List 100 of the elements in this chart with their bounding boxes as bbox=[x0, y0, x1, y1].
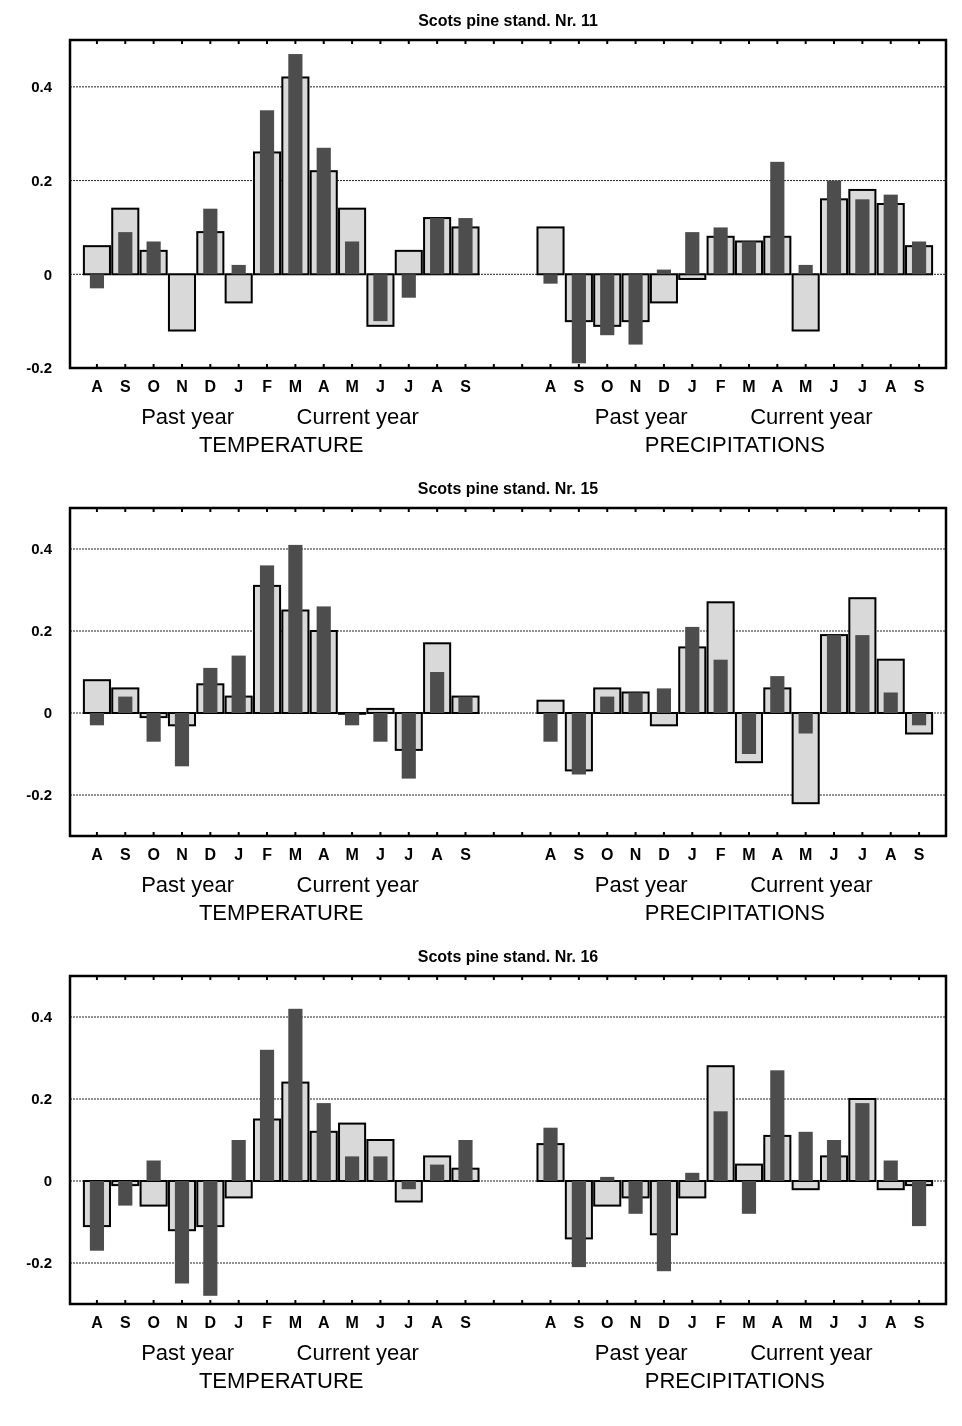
text: Past year bbox=[141, 1340, 235, 1365]
x-tick-label: S bbox=[460, 846, 472, 863]
text: Past year bbox=[141, 872, 235, 897]
x-tick-label: A bbox=[771, 378, 784, 395]
x-tick-label: J bbox=[404, 1314, 414, 1331]
y-tick-label: 0.4 bbox=[31, 1008, 53, 1026]
x-tick-label: J bbox=[857, 846, 867, 863]
x-tick-label: S bbox=[573, 1314, 585, 1331]
y-tick-label: 0.4 bbox=[31, 540, 53, 558]
y-tick-label: -0.2 bbox=[26, 359, 52, 377]
x-tick-label: O bbox=[601, 1314, 614, 1331]
x-tick-label: F bbox=[715, 1314, 726, 1331]
x-tick-label: M bbox=[799, 378, 813, 395]
x-tick-label: M bbox=[742, 378, 756, 395]
text: Current year bbox=[750, 404, 873, 429]
x-tick-label: A bbox=[431, 1314, 444, 1331]
x-tick-label: N bbox=[629, 846, 642, 863]
x-tick-label: J bbox=[234, 378, 244, 395]
x-tick-label: J bbox=[857, 1314, 867, 1331]
x-tick-label: A bbox=[544, 1314, 557, 1331]
x-tick-label: M bbox=[742, 1314, 756, 1331]
x-tick-label: A bbox=[431, 846, 444, 863]
x-tick-label: A bbox=[884, 1314, 897, 1331]
x-tick-label: N bbox=[629, 1314, 642, 1331]
x-tick-label: N bbox=[629, 378, 642, 395]
text: Past year bbox=[141, 404, 235, 429]
x-tick-label: D bbox=[658, 1314, 670, 1331]
text: Current year bbox=[296, 404, 419, 429]
x-tick-label: J bbox=[404, 846, 414, 863]
x-tick-label: J bbox=[829, 378, 839, 395]
x-tick-label: M bbox=[345, 378, 359, 395]
x-tick-label: S bbox=[119, 1314, 131, 1331]
x-tick-label: M bbox=[288, 378, 303, 395]
text: Past year bbox=[594, 1340, 688, 1365]
x-tick-label: A bbox=[771, 1314, 784, 1331]
text: Current year bbox=[296, 1340, 419, 1365]
x-tick-label: D bbox=[658, 378, 670, 395]
x-tick-label: S bbox=[913, 846, 925, 863]
x-tick-label: J bbox=[829, 846, 839, 863]
x-tick-label: F bbox=[715, 846, 726, 863]
x-tick-label: N bbox=[176, 846, 188, 863]
x-tick-label: M bbox=[799, 846, 813, 863]
x-tick-label: D bbox=[204, 846, 217, 863]
y-tick-label: 0.2 bbox=[31, 171, 52, 189]
x-tick-label: N bbox=[176, 378, 188, 395]
x-tick-label: S bbox=[913, 1314, 925, 1331]
x-tick-label: D bbox=[204, 1314, 217, 1331]
x-tick-label: A bbox=[884, 378, 897, 395]
x-tick-label: J bbox=[857, 378, 867, 395]
x-tick-label: M bbox=[345, 1314, 359, 1331]
x-tick-label: J bbox=[687, 1314, 697, 1331]
x-tick-label: M bbox=[288, 846, 303, 863]
x-tick-label: S bbox=[119, 846, 131, 863]
text: PRECIPITATIONS bbox=[644, 1368, 825, 1393]
y-tick-label: 0 bbox=[43, 704, 52, 722]
x-tick-label: S bbox=[119, 378, 131, 395]
text: TEMPERATURE bbox=[198, 900, 364, 925]
y-tick-label: 0.2 bbox=[31, 1090, 52, 1108]
x-tick-label: D bbox=[204, 378, 217, 395]
x-tick-label: N bbox=[176, 1314, 188, 1331]
x-tick-label: J bbox=[375, 1314, 385, 1331]
y-tick-label: -0.2 bbox=[26, 1254, 52, 1272]
x-tick-label: F bbox=[262, 846, 273, 863]
chart-title: Scots pine stand. Nr. 16 bbox=[417, 948, 599, 965]
x-tick-label: S bbox=[460, 1314, 472, 1331]
x-tick-label: O bbox=[147, 846, 160, 863]
x-tick-label: O bbox=[601, 378, 614, 395]
x-tick-label: S bbox=[460, 378, 472, 395]
x-tick-label: S bbox=[913, 378, 925, 395]
text: TEMPERATURE bbox=[198, 432, 364, 457]
y-tick-label: 0.4 bbox=[31, 78, 53, 96]
x-tick-label: F bbox=[262, 1314, 273, 1331]
x-tick-label: A bbox=[91, 1314, 104, 1331]
x-tick-label: O bbox=[601, 846, 614, 863]
x-tick-label: S bbox=[573, 378, 585, 395]
x-tick-label: A bbox=[884, 846, 897, 863]
x-tick-label: M bbox=[742, 846, 756, 863]
text: Current year bbox=[750, 1340, 873, 1365]
x-tick-label: A bbox=[544, 846, 557, 863]
y-tick-label: 0 bbox=[43, 265, 52, 283]
x-tick-label: A bbox=[317, 378, 330, 395]
text: TEMPERATURE bbox=[198, 1368, 364, 1393]
y-tick-label: 0 bbox=[43, 1172, 52, 1190]
x-tick-label: A bbox=[431, 378, 444, 395]
chart-title: Scots pine stand. Nr. 11 bbox=[418, 12, 598, 29]
x-tick-label: D bbox=[658, 846, 670, 863]
x-tick-label: O bbox=[147, 1314, 160, 1331]
text: Current year bbox=[296, 872, 419, 897]
x-tick-label: A bbox=[544, 378, 557, 395]
x-tick-label: J bbox=[404, 378, 414, 395]
x-tick-label: F bbox=[715, 378, 726, 395]
x-tick-label: A bbox=[317, 1314, 330, 1331]
x-tick-label: J bbox=[687, 846, 697, 863]
x-tick-label: A bbox=[91, 846, 104, 863]
y-tick-label: 0.2 bbox=[31, 622, 52, 640]
x-tick-label: J bbox=[829, 1314, 839, 1331]
x-tick-label: J bbox=[687, 378, 697, 395]
x-tick-label: O bbox=[147, 378, 160, 395]
x-tick-label: A bbox=[317, 846, 330, 863]
text: Current year bbox=[750, 872, 873, 897]
